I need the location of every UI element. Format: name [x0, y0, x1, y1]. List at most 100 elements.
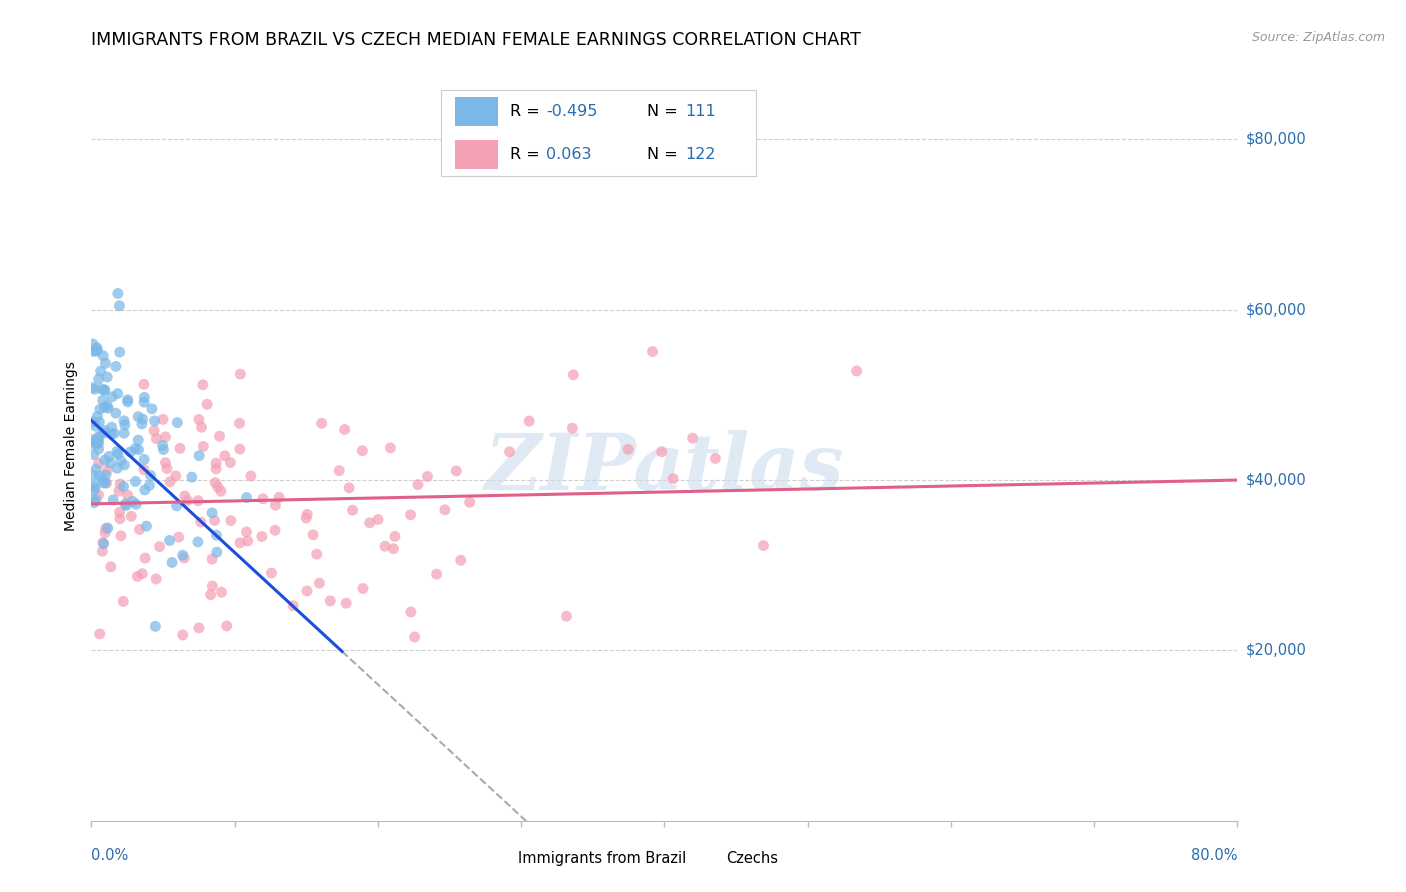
Point: [83, 483, 105, 498]
Point: [94, 525, 117, 540]
Point: [82, 468, 104, 483]
Point: [117, 395, 139, 409]
Point: [83, 478, 105, 492]
Point: [103, 492, 125, 507]
Point: [98, 450, 121, 464]
Point: [187, 493, 209, 508]
Point: [84, 493, 107, 508]
Text: N =: N =: [647, 104, 683, 120]
Point: [82, 492, 104, 507]
Point: [107, 286, 129, 301]
Point: [108, 512, 131, 526]
Point: [169, 442, 191, 456]
Point: [250, 529, 273, 543]
Point: [112, 426, 135, 441]
Point: [89, 429, 111, 443]
Point: [90, 364, 112, 378]
Point: [172, 548, 194, 562]
Point: [138, 478, 160, 492]
Point: [101, 390, 124, 404]
FancyBboxPatch shape: [696, 847, 720, 870]
Point: [83, 448, 105, 462]
Point: [682, 431, 704, 445]
Point: [89, 402, 111, 417]
Text: Czechs: Czechs: [727, 851, 778, 866]
Text: Source: ZipAtlas.com: Source: ZipAtlas.com: [1251, 31, 1385, 45]
Point: [399, 508, 422, 522]
Point: [159, 533, 181, 548]
Point: [94, 424, 117, 438]
Point: [96, 476, 118, 491]
Point: [97, 521, 120, 535]
FancyBboxPatch shape: [441, 90, 756, 177]
Point: [121, 494, 143, 508]
Point: [219, 455, 242, 469]
Point: [100, 559, 122, 574]
Point: [93, 537, 115, 551]
Point: [399, 605, 422, 619]
Point: [195, 397, 218, 411]
Point: [82, 337, 104, 351]
Text: R =: R =: [509, 147, 544, 162]
Point: [155, 430, 177, 444]
Point: [124, 442, 146, 456]
Point: [159, 475, 181, 489]
Point: [205, 462, 228, 476]
Point: [114, 497, 136, 511]
Text: 122: 122: [685, 147, 716, 162]
Point: [352, 443, 374, 458]
Point: [132, 377, 155, 392]
Point: [166, 499, 188, 513]
Point: [205, 456, 228, 470]
Point: [229, 442, 252, 457]
Point: [173, 489, 195, 503]
Point: [91, 535, 114, 549]
Point: [112, 594, 135, 608]
Point: [207, 480, 229, 494]
Point: [308, 576, 330, 591]
Point: [651, 444, 673, 458]
Point: [134, 395, 156, 409]
Point: [128, 442, 150, 457]
Point: [83, 433, 105, 447]
Point: [342, 503, 364, 517]
Point: [87, 430, 110, 444]
Point: [93, 383, 115, 397]
Point: [143, 414, 166, 428]
Point: [94, 468, 117, 483]
Point: [108, 299, 131, 313]
Point: [152, 438, 174, 452]
Point: [93, 475, 115, 490]
Point: [302, 528, 325, 542]
Point: [90, 382, 112, 396]
Point: [208, 429, 231, 443]
Y-axis label: Median Female Earnings: Median Female Earnings: [65, 361, 79, 531]
Point: [143, 619, 166, 633]
Point: [450, 553, 472, 567]
Point: [156, 461, 179, 475]
Point: [87, 442, 110, 456]
Point: [117, 392, 139, 407]
Point: [84, 419, 107, 434]
Point: [190, 420, 212, 434]
Point: [458, 495, 481, 509]
Point: [190, 515, 212, 529]
Point: [127, 569, 149, 583]
Point: [112, 414, 135, 428]
Point: [94, 356, 117, 370]
Point: [107, 447, 129, 461]
Point: [219, 514, 242, 528]
Point: [96, 399, 118, 413]
Point: [82, 344, 104, 359]
Point: [131, 412, 153, 426]
Text: ZIPatlas: ZIPatlas: [485, 430, 844, 507]
FancyBboxPatch shape: [454, 97, 498, 126]
Point: [229, 367, 252, 381]
Point: [215, 619, 238, 633]
Point: [260, 566, 283, 580]
FancyBboxPatch shape: [486, 847, 512, 870]
Point: [845, 364, 868, 378]
Point: [91, 349, 114, 363]
Point: [94, 521, 117, 535]
Point: [239, 469, 262, 483]
